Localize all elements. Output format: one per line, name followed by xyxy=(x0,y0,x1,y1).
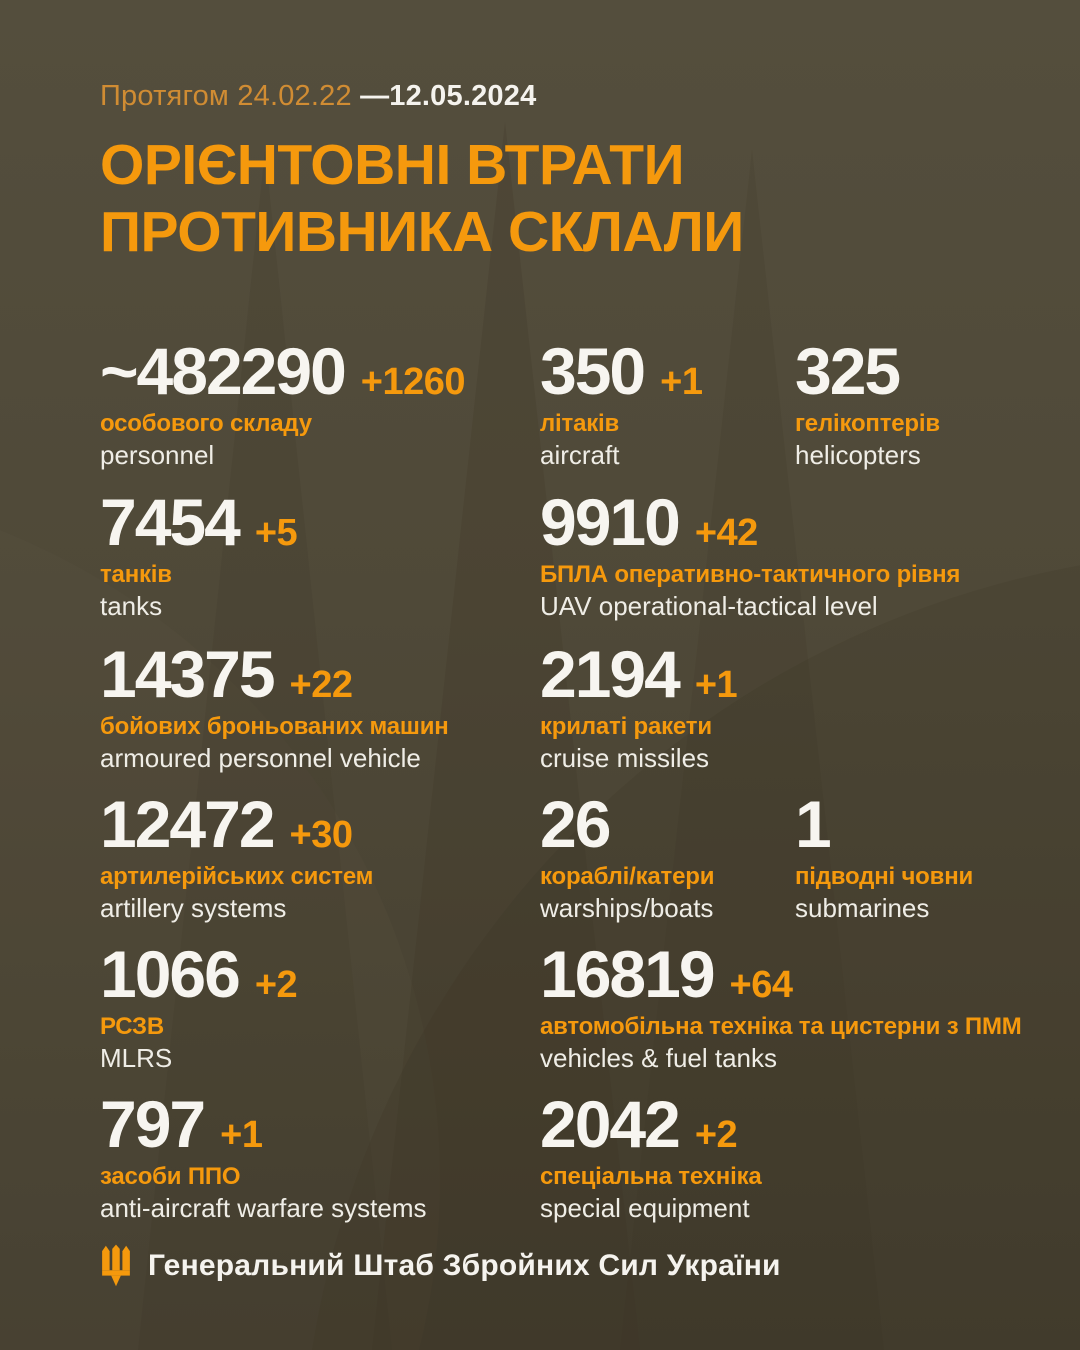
stat-vehicles-fuel-tanks: 16819 +64 автомобільна техніка та цистерн… xyxy=(540,937,1022,1074)
stat-label-ua: танків xyxy=(100,561,172,589)
stat-value: 2194 xyxy=(540,637,681,711)
stat-value: 16819 xyxy=(540,937,716,1011)
stat-delta: +2 xyxy=(694,1114,738,1156)
stat-delta: +1260 xyxy=(360,361,466,403)
stat-label-ua: підводні човни xyxy=(795,863,974,891)
stat-label-en: anti-aircraft warfare systems xyxy=(100,1192,427,1223)
stat-value: 14375 xyxy=(100,637,276,711)
stat-label-ua: бойових броньованих машин xyxy=(100,713,449,741)
stat-label-ua: автомобільна техніка та цистерни з ПММ xyxy=(540,1013,1022,1041)
stat-delta: +5 xyxy=(254,512,298,554)
stat-label-ua: артилерійських систем xyxy=(100,863,374,891)
stat-label-ua: крилаті ракети xyxy=(540,713,712,741)
date-range: Протягом 24.02.22 —12.05.2024 xyxy=(100,80,536,113)
stat-delta: +22 xyxy=(289,664,353,706)
stat-helicopters: 325 гелікоптерів helicopters xyxy=(795,334,940,471)
footer-org-name: Генеральний Штаб Збройних Сил України xyxy=(148,1249,781,1282)
date-range-start: Протягом 24.02.22 xyxy=(100,80,361,112)
stat-delta: +64 xyxy=(729,964,793,1006)
stat-label-en: UAV operational-tactical level xyxy=(540,590,878,621)
stat-value: 12472 xyxy=(100,787,276,861)
stat-label-en: submarines xyxy=(795,892,930,923)
stat-value: 7454 xyxy=(100,485,241,559)
page-title-line2: ПРОТИВНИКА СКЛАЛИ xyxy=(100,199,744,264)
stat-value: 350 xyxy=(540,334,646,408)
stat-value: 9910 xyxy=(540,485,681,559)
stat-label-en: MLRS xyxy=(100,1042,173,1073)
stat-delta: +1 xyxy=(694,664,738,706)
stat-delta: +1 xyxy=(660,361,703,403)
stat-label-en: vehicles & fuel tanks xyxy=(540,1042,778,1073)
stat-artillery: 12472 +30 артилерійських систем artillery… xyxy=(100,787,374,924)
stat-label-en: special equipment xyxy=(540,1192,750,1223)
stat-label-en: cruise missiles xyxy=(540,742,710,773)
stat-value: 2042 xyxy=(540,1087,681,1161)
stat-label-ua: засоби ППО xyxy=(100,1163,241,1191)
stat-label-en: warships/boats xyxy=(540,892,714,923)
page-title: ОРІЄНТОВНІ ВТРАТИ ПРОТИВНИКА СКЛАЛИ xyxy=(100,132,744,265)
stat-value: 1 xyxy=(795,787,832,861)
stat-label-ua: кораблі/катери xyxy=(540,863,715,891)
stat-value: 26 xyxy=(540,787,611,861)
stat-personnel: ~482290 +1260 особового складу personnel xyxy=(100,334,466,471)
stat-aircraft: 350 +1 літаків aircraft xyxy=(540,334,703,471)
stat-label-ua: літаків xyxy=(540,410,620,438)
stat-tanks: 7454 +5 танків tanks xyxy=(100,485,298,622)
stat-value: 1066 xyxy=(100,937,241,1011)
stat-value: ~482290 xyxy=(100,334,347,408)
stat-label-ua: РСЗВ xyxy=(100,1013,164,1041)
stat-cruise-missiles: 2194 +1 крилаті ракети cruise missiles xyxy=(540,637,738,774)
stat-label-ua: гелікоптерів xyxy=(795,410,940,438)
stat-value: 797 xyxy=(100,1087,206,1161)
stat-label-en: tanks xyxy=(100,590,163,621)
stat-delta: +42 xyxy=(694,512,758,554)
stat-delta: +1 xyxy=(220,1114,263,1156)
stat-delta: +2 xyxy=(254,964,298,1006)
stat-armoured-vehicles: 14375 +22 бойових броньованих машин armou… xyxy=(100,637,449,774)
stat-label-ua: БПЛА оперативно-тактичного рівня xyxy=(540,561,961,589)
stat-submarines: 1 підводні човни submarines xyxy=(795,787,974,924)
stat-warships: 26 кораблі/катери warships/boats xyxy=(540,787,715,924)
stat-label-en: artillery systems xyxy=(100,892,287,923)
stat-label-en: armoured personnel vehicle xyxy=(100,742,421,773)
trident-icon xyxy=(100,1244,132,1288)
footer: Генеральний Штаб Збройних Сил України xyxy=(100,1244,781,1288)
stat-label-en: aircraft xyxy=(540,439,620,470)
stat-label-en: helicopters xyxy=(795,439,921,470)
stat-uav: 9910 +42 БПЛА оперативно-тактичного рівня… xyxy=(540,485,961,622)
stat-value: 325 xyxy=(795,334,901,408)
page-title-line1: ОРІЄНТОВНІ ВТРАТИ xyxy=(100,133,685,197)
stat-special-equipment: 2042 +2 спеціальна техніка special equipm… xyxy=(540,1087,762,1224)
stat-label-ua: особового складу xyxy=(100,410,312,438)
stat-label-ua: спеціальна техніка xyxy=(540,1163,762,1191)
stat-air-defence: 797 +1 засоби ППО anti-aircraft warfare s… xyxy=(100,1087,427,1224)
stat-delta: +30 xyxy=(289,814,353,856)
stat-label-en: personnel xyxy=(100,439,215,470)
stat-mlrs: 1066 +2 РСЗВ MLRS xyxy=(100,937,298,1074)
date-range-end: —12.05.2024 xyxy=(360,80,537,112)
